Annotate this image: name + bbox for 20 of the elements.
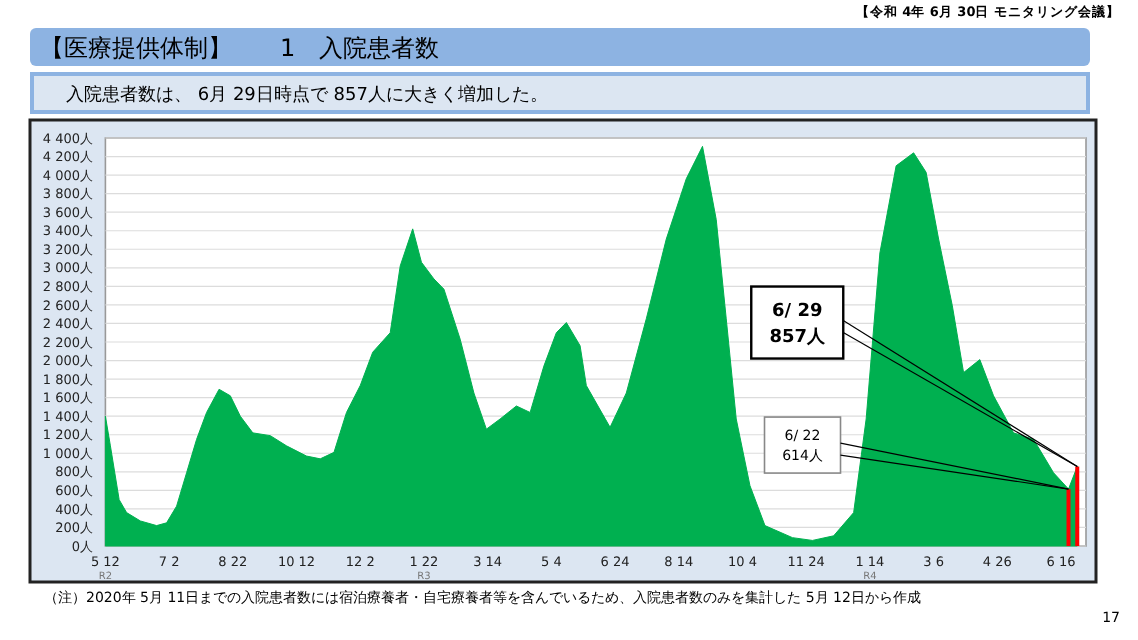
x-tick-label: 3 14: [473, 554, 503, 570]
x-tick-label: 10 12: [277, 554, 316, 570]
x-tick-label: 12 2: [345, 554, 375, 570]
x-tick-label: 1 14 R4: [855, 554, 885, 583]
x-tick-label: 5 4: [541, 554, 562, 570]
x-tick-label: 6 16: [1046, 554, 1076, 570]
x-tick-label: 10 4: [727, 554, 757, 570]
x-tick-label: 4 26: [982, 554, 1012, 570]
x-tick-label: 8 14: [664, 554, 694, 570]
annotation: 6/ 29 857人: [769, 301, 828, 348]
x-tick-label: 5 12 R2: [90, 554, 120, 583]
x-tick-label: 11 24: [787, 554, 825, 570]
x-tick-label: 7 2: [158, 554, 180, 570]
chart-subtitle: 入院患者数は、 6月 29日時点で 857人に大きく増加した。: [66, 84, 548, 106]
x-tick-label: 6 24: [600, 554, 630, 570]
x-tick-label: 8 22: [218, 554, 248, 570]
x-tick-label: 3 6: [923, 554, 944, 570]
x-tick-label: 1 22 R3: [409, 554, 439, 583]
annotation: 6/ 22 614人: [782, 427, 823, 465]
chart-title: 【医療提供体制】 1 入院患者数: [40, 34, 440, 62]
